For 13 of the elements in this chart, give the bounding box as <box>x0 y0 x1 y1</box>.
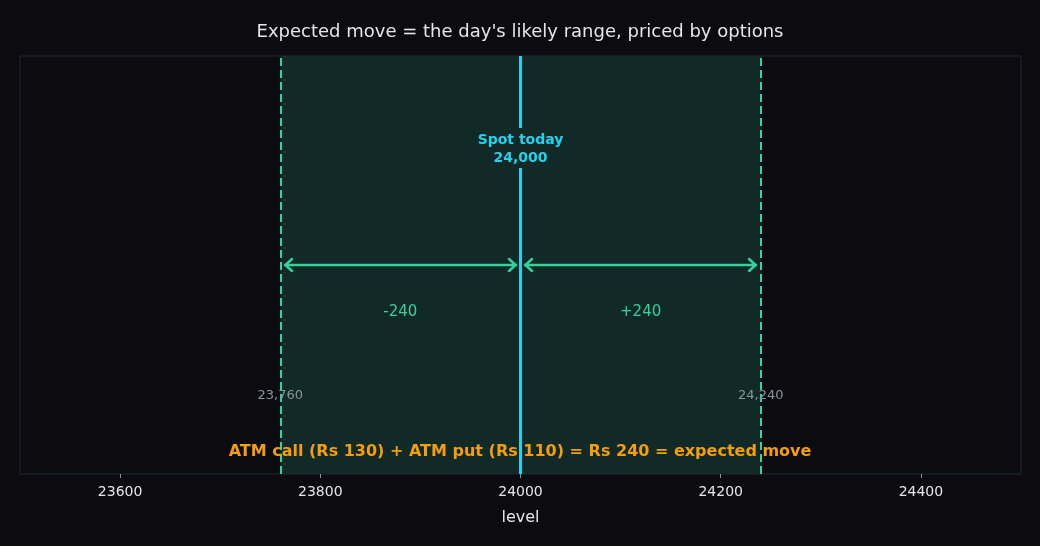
annotation: ATM call (Rs 130) + ATM put (Rs 110) = Rs 240 = expected move <box>228 440 812 460</box>
ref-line-label: 24,240 <box>737 387 784 403</box>
x-tick-label: 24400 <box>898 483 944 499</box>
annotation: +240 <box>620 301 662 320</box>
x-tick-label: 24000 <box>498 483 543 499</box>
x-tick-label: 23800 <box>298 483 343 499</box>
x-tick-label: 23600 <box>97 483 143 499</box>
annotation: -240 <box>383 301 418 320</box>
ref-line-label: Spot today 24,000 <box>477 130 564 165</box>
chart-title: Expected move = the day's likely range, priced by options <box>256 19 784 41</box>
x-tick-label: 24200 <box>698 483 743 499</box>
ref-line-label: 23,760 <box>257 387 304 403</box>
x-axis-title: level <box>501 506 540 526</box>
